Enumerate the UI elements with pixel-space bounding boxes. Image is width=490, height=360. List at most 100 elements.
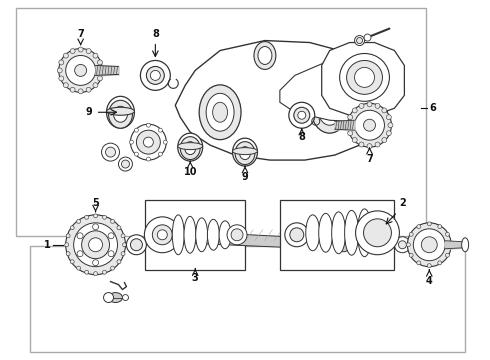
Text: 2: 2 [399,198,406,208]
Circle shape [356,211,399,255]
Circle shape [122,243,126,247]
Ellipse shape [258,46,272,64]
Circle shape [359,103,364,108]
Circle shape [59,60,64,65]
Ellipse shape [233,138,257,166]
Circle shape [85,270,89,274]
Circle shape [70,87,75,92]
Polygon shape [175,41,377,160]
Circle shape [111,219,115,223]
Circle shape [364,219,392,247]
Ellipse shape [199,85,241,140]
Polygon shape [322,42,404,115]
Circle shape [130,124,166,160]
Bar [280,200,394,270]
Ellipse shape [178,133,203,161]
Ellipse shape [324,100,336,116]
Ellipse shape [180,137,200,159]
Circle shape [382,108,387,113]
Ellipse shape [358,209,371,257]
Circle shape [398,241,406,249]
Circle shape [74,223,118,267]
Polygon shape [280,58,390,122]
Ellipse shape [318,213,333,252]
Text: 7: 7 [77,28,84,39]
Circle shape [364,34,371,41]
Ellipse shape [207,219,220,250]
Ellipse shape [122,294,128,301]
Text: 9: 9 [86,107,93,117]
Circle shape [348,115,353,120]
Ellipse shape [254,41,276,69]
Polygon shape [155,230,344,250]
Circle shape [93,83,98,88]
Circle shape [438,225,442,229]
Ellipse shape [311,84,348,133]
Circle shape [227,225,247,245]
Circle shape [388,123,393,128]
Circle shape [66,234,70,238]
Ellipse shape [306,215,319,251]
Circle shape [94,214,98,218]
Circle shape [386,115,392,120]
Circle shape [134,128,138,132]
Ellipse shape [103,293,114,302]
Text: 9: 9 [242,172,248,182]
Ellipse shape [289,102,315,128]
Circle shape [85,215,89,219]
Circle shape [63,53,68,58]
Ellipse shape [298,111,306,119]
Ellipse shape [114,106,127,122]
Text: 8: 8 [298,132,305,142]
Circle shape [357,37,363,44]
Circle shape [152,225,172,245]
Circle shape [348,131,353,136]
Ellipse shape [344,210,359,255]
Ellipse shape [346,60,383,94]
Circle shape [163,140,167,144]
Circle shape [382,138,387,143]
Text: 10: 10 [183,167,197,177]
Circle shape [386,131,392,136]
Circle shape [375,142,380,147]
Circle shape [82,231,110,259]
Circle shape [70,226,74,230]
Circle shape [364,119,375,131]
Ellipse shape [185,141,196,154]
Ellipse shape [108,100,132,128]
Text: 7: 7 [366,154,373,164]
Circle shape [355,36,365,45]
Circle shape [70,49,75,54]
Circle shape [108,251,114,257]
Circle shape [352,108,357,113]
Text: 1: 1 [44,240,51,250]
Circle shape [126,235,147,255]
Circle shape [65,243,69,247]
Circle shape [144,137,153,147]
Circle shape [147,157,150,161]
Circle shape [136,130,160,154]
Circle shape [355,110,385,140]
Circle shape [57,68,62,73]
Circle shape [117,260,121,264]
Circle shape [445,232,449,236]
Circle shape [417,261,421,265]
Bar [146,200,245,270]
Circle shape [427,264,431,268]
Ellipse shape [108,293,122,302]
Circle shape [337,238,350,252]
Circle shape [66,215,125,275]
Circle shape [66,55,96,85]
Ellipse shape [145,228,160,243]
Circle shape [367,102,372,107]
Circle shape [367,144,372,149]
Ellipse shape [150,71,160,80]
Ellipse shape [235,141,255,165]
Text: 8: 8 [152,28,159,39]
Ellipse shape [196,218,208,252]
Circle shape [76,219,80,223]
Ellipse shape [106,107,134,115]
Ellipse shape [355,67,374,87]
Circle shape [130,239,143,251]
Circle shape [105,147,116,157]
